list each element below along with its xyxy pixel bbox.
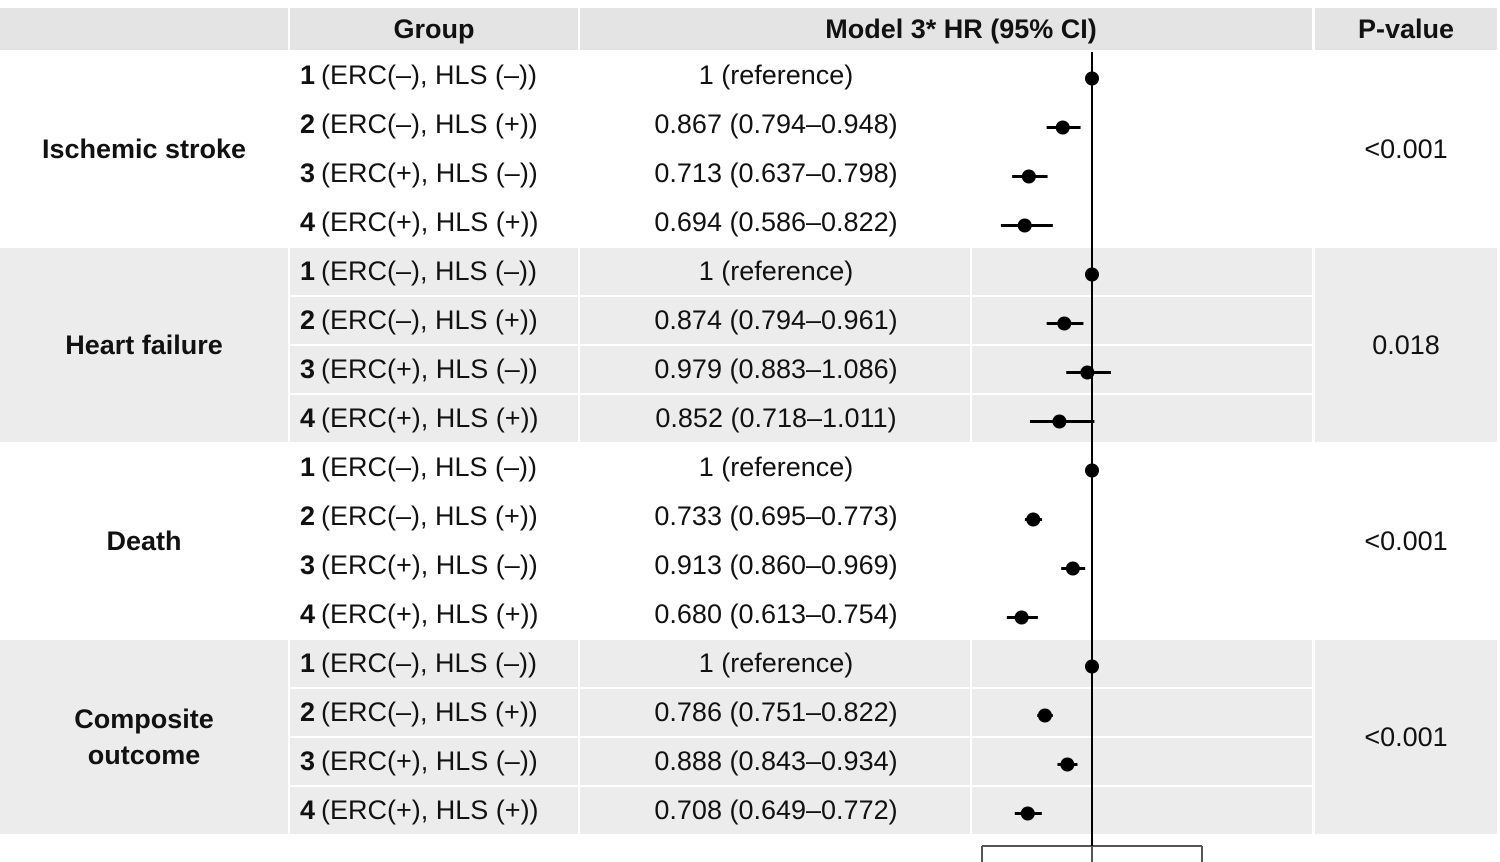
hr-ci: 0.979 (0.883–1.086) [580,346,970,393]
group-desc: (ERC(+), HLS (–)) [321,550,538,580]
plot-cell [972,346,1312,393]
group-label: 4 (ERC(+), HLS (+)) [290,787,578,834]
group-desc: (ERC(–), HLS (+)) [321,697,538,727]
group-desc: (ERC(+), HLS (+)) [321,599,539,629]
group-desc: (ERC(+), HLS (–)) [321,746,538,776]
plot-cell [972,297,1312,344]
group-label: 1 (ERC(–), HLS (–)) [290,52,578,99]
group-label: 4 (ERC(+), HLS (+)) [290,395,578,442]
outcome-name: Composite outcome [0,640,288,834]
hr-ci: 0.786 (0.751–0.822) [580,689,970,736]
group-number: 4 [300,599,316,629]
group-desc: (ERC(–), HLS (+)) [321,305,538,335]
group-desc: (ERC(+), HLS (–)) [321,158,538,188]
group-label: 2 (ERC(–), HLS (+)) [290,689,578,736]
group-label: 3 (ERC(+), HLS (–)) [290,346,578,393]
plot-cell [972,640,1312,687]
group-desc: (ERC(–), HLS (+)) [321,109,538,139]
p-value: <0.001 [1364,525,1448,556]
hr-ci: 0.852 (0.718–1.011) [580,395,970,442]
group-label: 4 (ERC(+), HLS (+)) [290,199,578,246]
group-number: 3 [300,550,316,580]
hr-ci: 0.888 (0.843–0.934) [580,738,970,785]
group-number: 1 [300,60,316,90]
hr-ci: 0.713 (0.637–0.798) [654,158,898,188]
group-number: 4 [300,207,316,237]
outcome-name: Heart failure [0,248,288,442]
hr-point [1026,512,1041,527]
plot-cell [972,689,1312,736]
group-number: 2 [300,501,316,531]
group-desc: (ERC(+), HLS (+)) [321,795,539,825]
plot-cell [972,395,1312,442]
group-label: 3 (ERC(+), HLS (–)) [290,150,578,197]
hr-ci: 0.708 (0.649–0.772) [580,787,970,834]
header-p: P-value [1315,8,1497,50]
group-number: 4 [300,403,316,433]
group-label: 2 (ERC(–), HLS (+)) [290,493,578,540]
hr-point [1037,708,1052,723]
group-desc: (ERC(–), HLS (–)) [321,256,538,286]
group-label: 1 (ERC(–), HLS (–)) [290,640,578,687]
hr-ci: 1 (reference) [580,640,970,687]
group-number: 2 [300,305,316,335]
group-number: 3 [300,158,316,188]
group-label: 3 (ERC(+), HLS (–)) [290,738,578,785]
group-label: 1 (ERC(–), HLS (–)) [290,248,578,295]
hr-ci: 1 (reference) [580,248,970,295]
header-group: Group [290,8,578,50]
group-number: 4 [300,795,316,825]
hr-point [1021,169,1036,184]
p-value: <0.001 [1364,133,1448,164]
hr-ci: 1 (reference) [698,60,854,90]
group-number: 2 [300,109,316,139]
plot-cell [972,738,1312,785]
group-desc: (ERC(+), HLS (+)) [321,403,539,433]
group-label: 1 (ERC(–), HLS (–)) [290,444,578,491]
group-desc: (ERC(+), HLS (+)) [321,207,539,237]
group-number: 3 [300,354,316,384]
outcome-name: Ischemic stroke [41,134,247,164]
p-value: 0.018 [1315,248,1497,442]
group-number: 1 [300,256,316,286]
header-blank [0,8,288,50]
group-desc: (ERC(–), HLS (–)) [321,648,538,678]
hr-point [1020,806,1035,821]
header-hr: Model 3* HR (95% CI) [580,8,1312,50]
hr-ci: 0.874 (0.794–0.961) [580,297,970,344]
group-desc: (ERC(–), HLS (–)) [321,452,538,482]
group-number: 1 [300,648,316,678]
hr-ci: 0.694 (0.586–0.822) [654,207,898,237]
hr-ci: 0.867 (0.794–0.948) [654,109,898,139]
group-label: 2 (ERC(–), HLS (+)) [290,297,578,344]
hr-point [1057,316,1072,331]
group-number: 2 [300,697,316,727]
hr-point [1065,561,1080,576]
group-desc: (ERC(–), HLS (+)) [321,501,538,531]
hr-point [1060,757,1075,772]
hr-point [1080,365,1095,380]
group-desc: (ERC(–), HLS (–)) [321,60,538,90]
plot-cell [972,248,1312,295]
hr-ci: 0.913 (0.860–0.969) [654,550,898,580]
hr-ci: 1 (reference) [698,452,854,482]
hr-ci: 0.680 (0.613–0.754) [654,599,898,629]
group-label: 4 (ERC(+), HLS (+)) [290,591,578,638]
hr-point [1052,414,1067,429]
hr-point [1017,218,1032,233]
outcome-name: Death [106,526,182,556]
group-label: 3 (ERC(+), HLS (–)) [290,542,578,589]
group-desc: (ERC(+), HLS (–)) [321,354,538,384]
group-number: 3 [300,746,316,776]
hr-point [1014,610,1029,625]
group-number: 1 [300,452,316,482]
hr-point [1055,120,1070,135]
hr-ci: 0.733 (0.695–0.773) [654,501,898,531]
group-label: 2 (ERC(–), HLS (+)) [290,101,578,148]
p-value: <0.001 [1315,640,1497,834]
